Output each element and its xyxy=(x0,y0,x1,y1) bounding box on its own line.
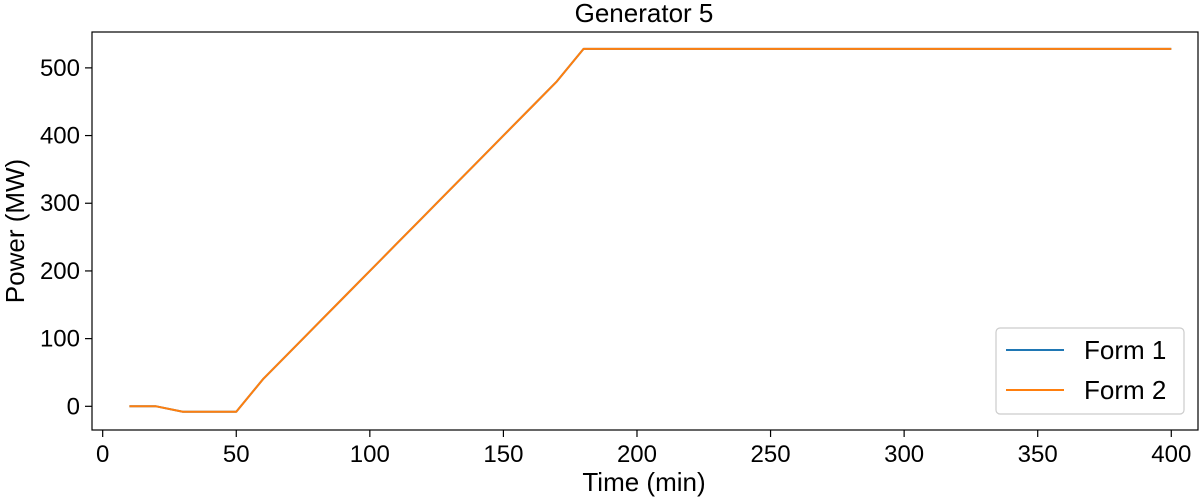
legend-label-form-2: Form 2 xyxy=(1084,375,1166,405)
x-tick-label: 150 xyxy=(483,441,523,468)
y-tick-label: 100 xyxy=(40,326,80,353)
y-axis-title: Power (MW) xyxy=(0,159,30,303)
series-line-form-2 xyxy=(129,47,1172,413)
legend: Form 1 Form 2 xyxy=(995,327,1185,415)
x-tick-label: 50 xyxy=(223,441,250,468)
x-axis-ticks: 0 50 100 150 200 250 300 350 400 xyxy=(96,430,1191,468)
x-tick-label: 300 xyxy=(884,441,924,468)
chart-title: Generator 5 xyxy=(575,0,714,28)
x-axis-title: Time (min) xyxy=(582,467,705,497)
plot-frame xyxy=(91,31,1199,431)
x-tick-label: 100 xyxy=(350,441,390,468)
y-tick-label: 0 xyxy=(67,393,80,420)
x-tick-label: 350 xyxy=(1018,441,1058,468)
y-tick-label: 400 xyxy=(40,123,80,150)
y-tick-label: 300 xyxy=(40,190,80,217)
x-tick-label: 200 xyxy=(617,441,657,468)
y-tick-label: 500 xyxy=(40,55,80,82)
y-axis-ticks: 0 100 200 300 400 500 xyxy=(40,55,92,420)
x-tick-label: 250 xyxy=(751,441,791,468)
x-tick-label: 0 xyxy=(96,441,109,468)
legend-label-form-1: Form 1 xyxy=(1084,335,1166,365)
x-tick-label: 400 xyxy=(1151,441,1191,468)
series-layer xyxy=(129,47,1172,413)
y-tick-label: 200 xyxy=(40,258,80,285)
